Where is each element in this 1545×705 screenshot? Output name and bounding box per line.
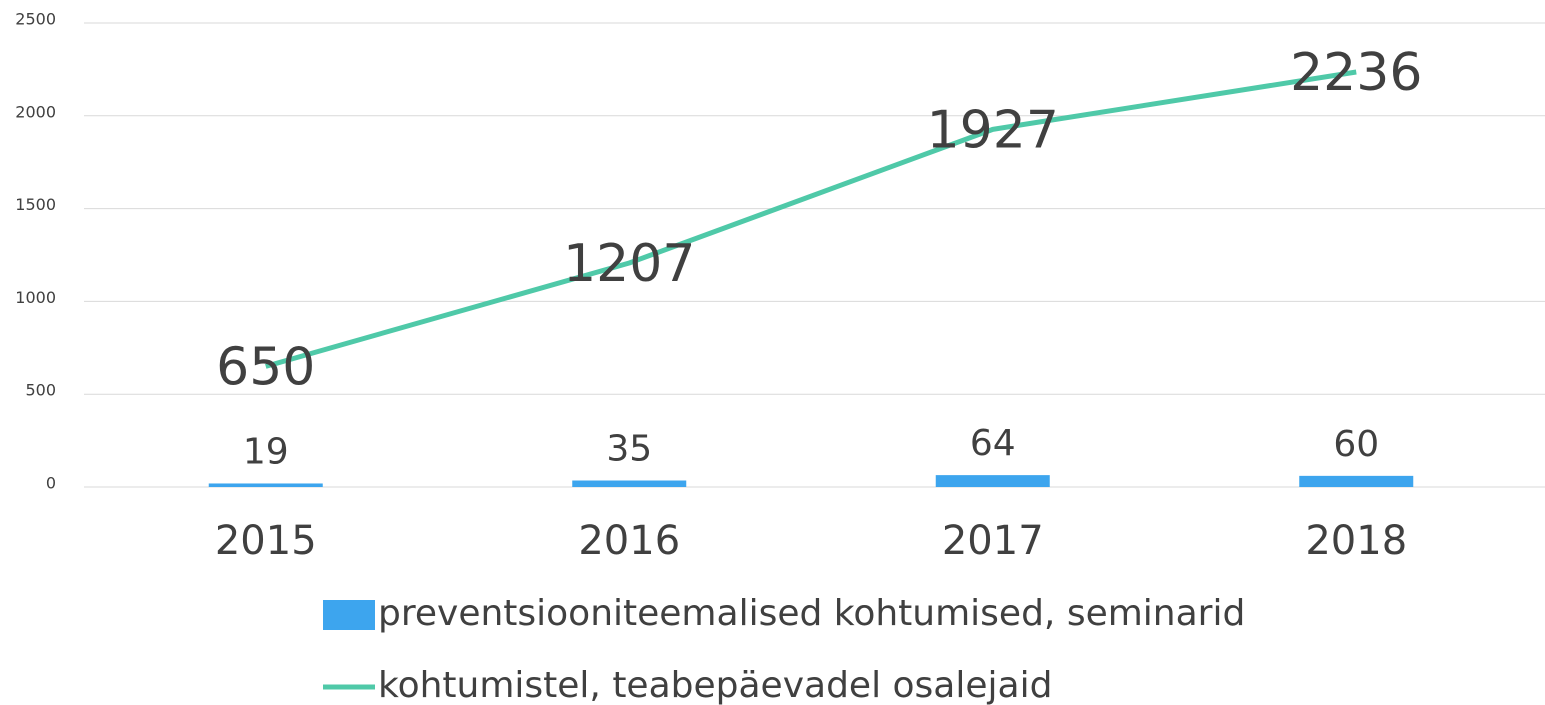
- line-value-label: 1207: [563, 234, 695, 294]
- y-tick-label: 1000: [15, 288, 56, 307]
- bar-value-label: 35: [606, 429, 652, 470]
- y-tick-label: 500: [25, 381, 56, 400]
- y-tick-label: 2500: [15, 10, 56, 29]
- bar-value-label: 64: [970, 423, 1016, 464]
- bar-value-label: 60: [1333, 424, 1379, 465]
- line-value-label: 1927: [927, 100, 1059, 160]
- bar: [572, 480, 687, 487]
- x-tick-label: 2017: [942, 518, 1044, 564]
- line-value-label: 650: [216, 337, 315, 397]
- legend-label: kohtumistel, teabepäevadel osalejaid: [378, 665, 1052, 705]
- line-value-label: 2236: [1290, 43, 1422, 103]
- y-tick-label: 0: [46, 474, 56, 493]
- x-tick-label: 2016: [578, 518, 680, 564]
- bar: [208, 483, 323, 487]
- bar: [935, 475, 1050, 487]
- x-tick-label: 2015: [215, 518, 317, 564]
- bar: [1299, 475, 1414, 487]
- x-tick-label: 2018: [1305, 518, 1407, 564]
- legend-swatch: [323, 600, 375, 630]
- line: [265, 69, 1357, 369]
- y-tick-label: 1500: [15, 195, 56, 214]
- bar-value-label: 19: [243, 431, 289, 472]
- legend-label: preventsiooniteemalised kohtumised, semi…: [378, 593, 1245, 634]
- y-tick-label: 2000: [15, 102, 56, 121]
